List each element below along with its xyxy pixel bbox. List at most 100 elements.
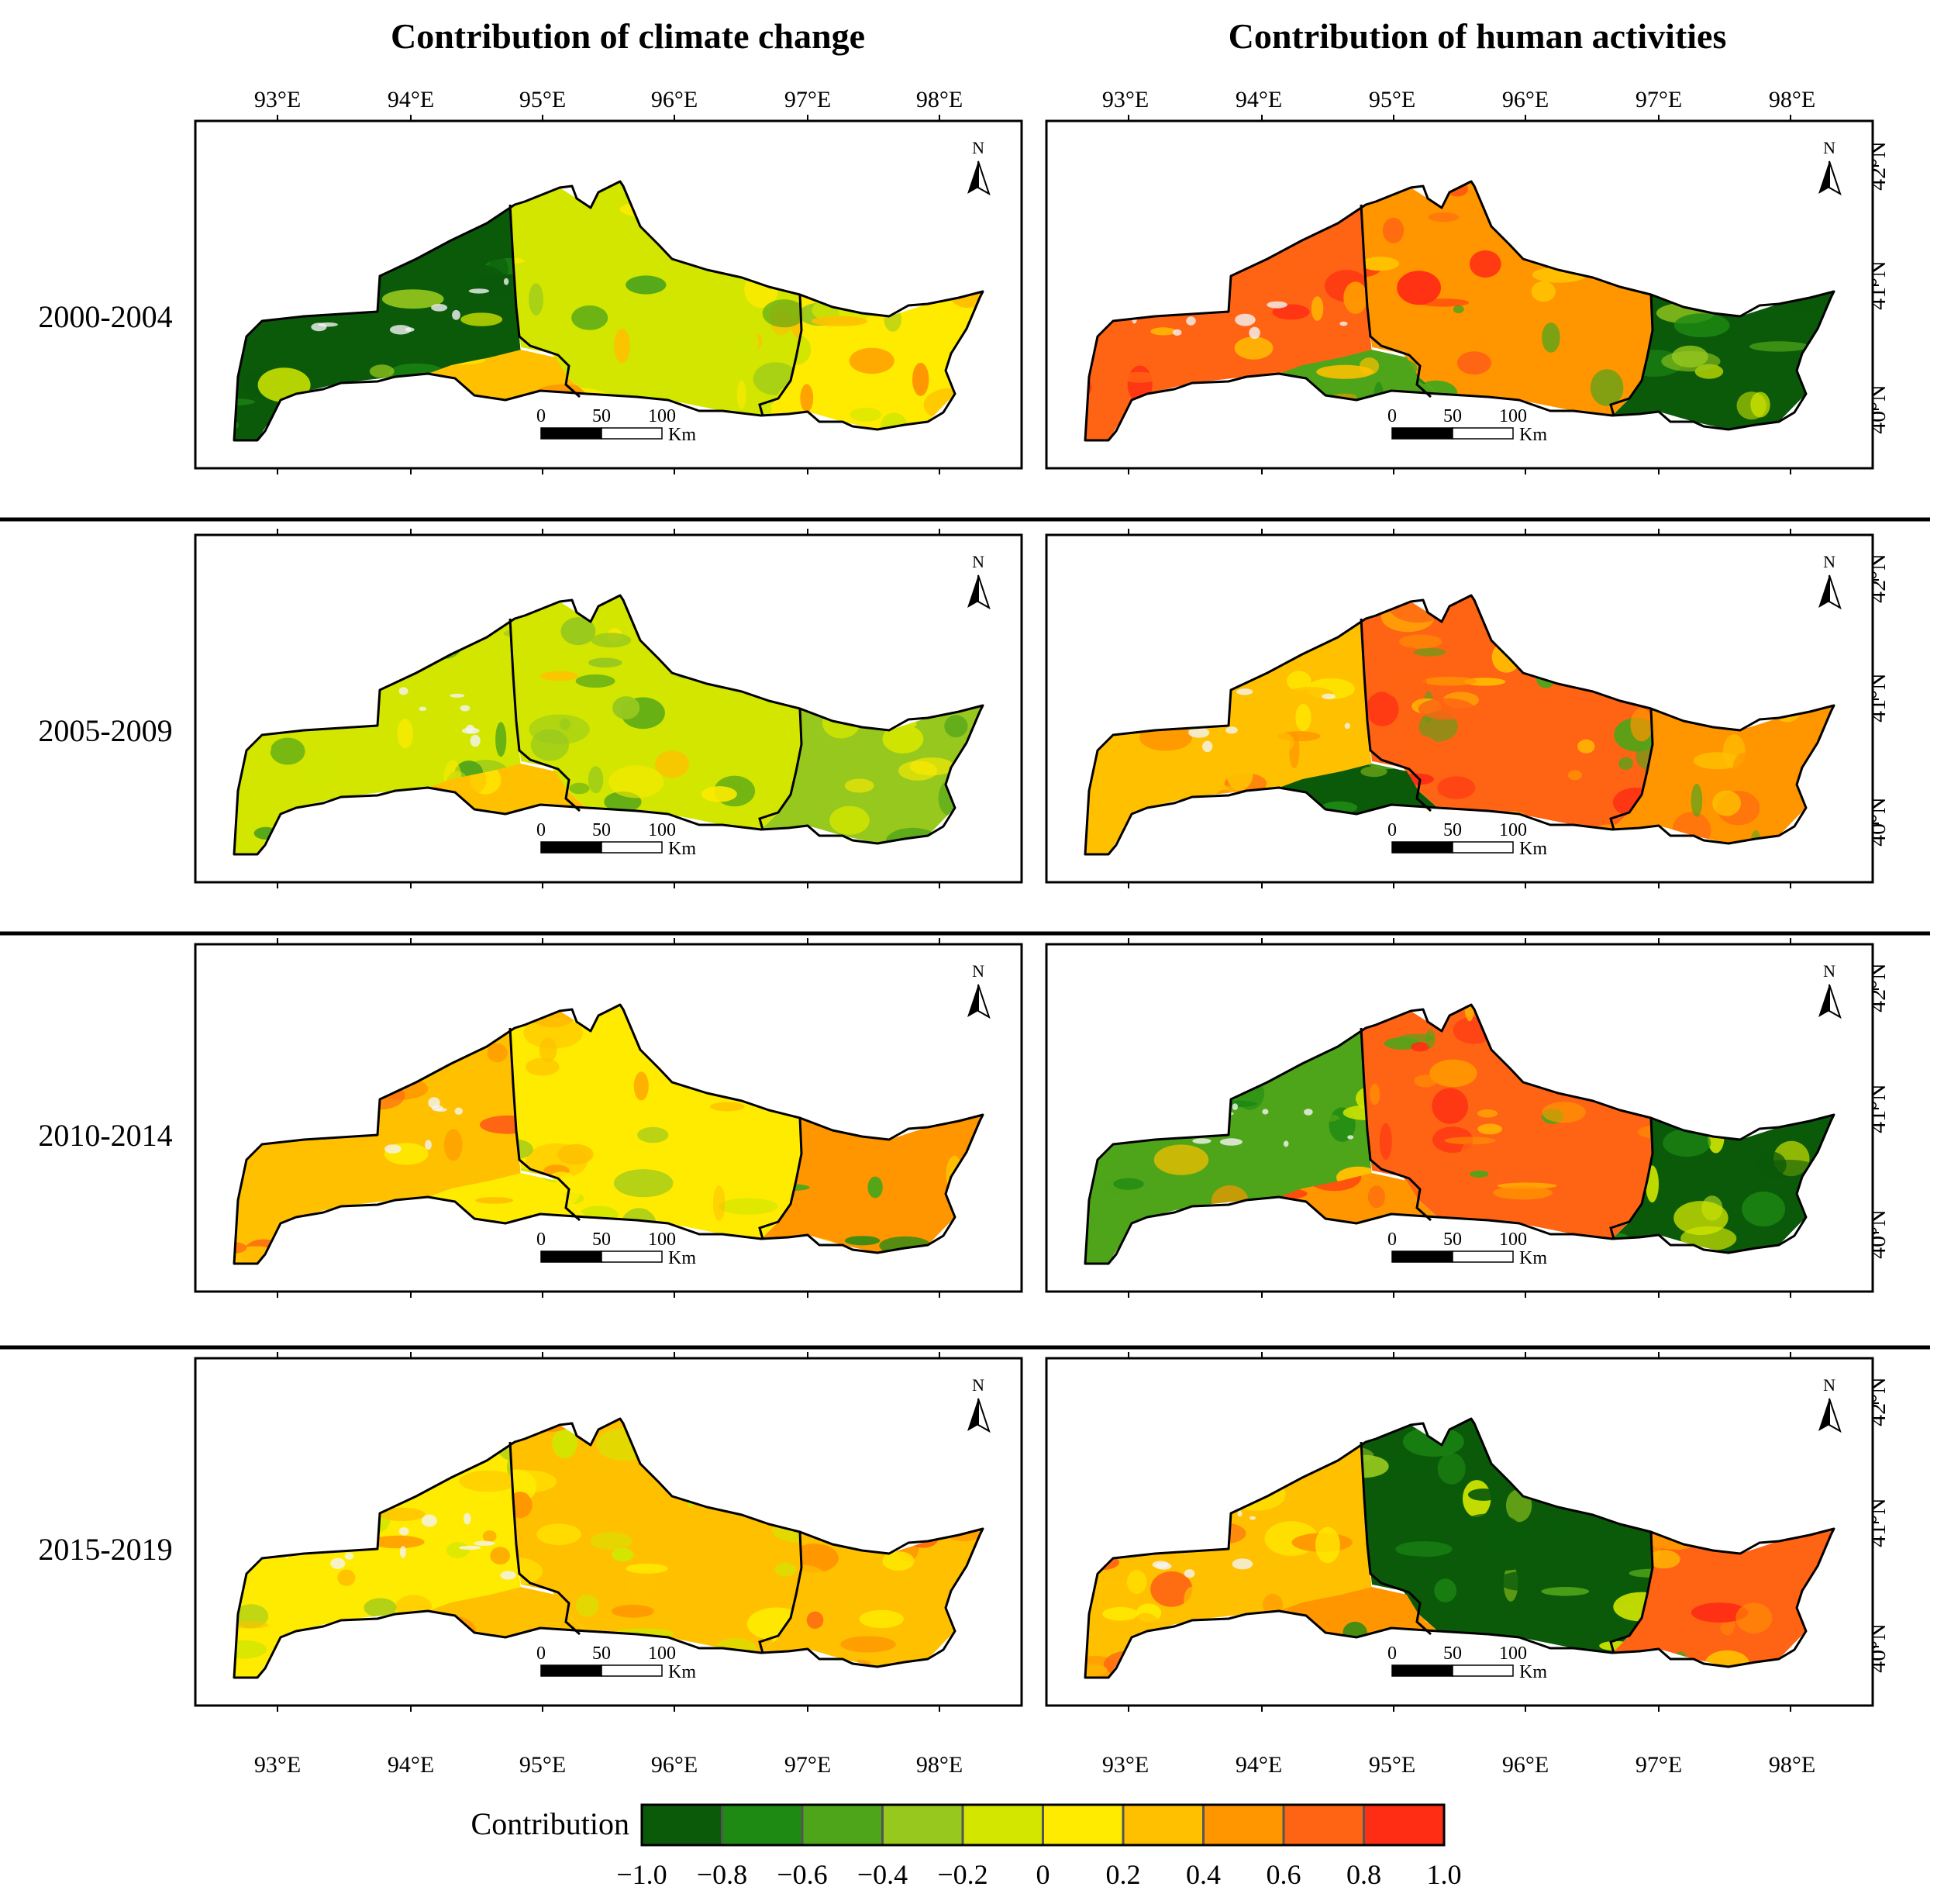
raster-patch — [1736, 391, 1766, 420]
raster-patch — [487, 1043, 508, 1063]
raster-patch — [526, 1057, 560, 1076]
north-arrow-left — [967, 1399, 978, 1431]
raster-patch — [1287, 671, 1312, 692]
no-data-patch — [460, 705, 470, 712]
raster-patch — [811, 316, 867, 326]
raster-patch — [1712, 790, 1741, 816]
raster-patch — [611, 1605, 654, 1618]
lon-label: 95°E — [1369, 87, 1415, 112]
raster-patch — [849, 347, 894, 374]
raster-patch — [591, 633, 632, 648]
legend-tick-label: 0 — [1036, 1859, 1050, 1890]
raster-patch — [378, 1507, 426, 1522]
raster-patch — [774, 1562, 797, 1577]
raster-patch — [1425, 1029, 1436, 1048]
raster-patch — [1437, 1453, 1466, 1485]
zone-base — [761, 705, 983, 843]
study-area-raster — [1085, 1005, 1834, 1264]
north-label: N — [1823, 138, 1835, 157]
raster-patch — [1647, 1550, 1680, 1569]
raster-patch — [370, 1535, 425, 1549]
raster-patch — [709, 1102, 745, 1112]
north-arrow-left — [1818, 985, 1829, 1017]
raster-patch — [1382, 217, 1405, 243]
legend-swatch — [1042, 1803, 1125, 1847]
legend-frame — [640, 1803, 1446, 1847]
no-data-patch — [1249, 1516, 1256, 1520]
scale-tick-label: 50 — [1443, 1644, 1462, 1664]
period-label-2: 2005-2009 — [38, 713, 172, 748]
raster-patch — [627, 1566, 656, 1601]
raster-patch — [1467, 1488, 1499, 1501]
north-arrow-icon: N — [1818, 552, 1842, 610]
no-data-patch — [1192, 1138, 1212, 1144]
county-boundary — [758, 1117, 803, 1240]
raster-patch — [492, 767, 528, 794]
no-data-patch — [468, 288, 490, 294]
no-data-patch — [425, 1140, 432, 1150]
county-boundary — [508, 1027, 581, 1222]
raster-patch — [718, 1198, 778, 1215]
scale-tick-label: 0 — [536, 1644, 546, 1664]
raster-patch — [596, 1547, 608, 1585]
raster-patch — [898, 761, 938, 781]
zone-B — [1361, 1005, 1653, 1239]
panel-ticks — [277, 529, 940, 888]
north-arrow-left — [967, 161, 978, 194]
scale-tick-label: 50 — [1443, 406, 1462, 426]
scale-tick-label: 0 — [536, 820, 546, 840]
lon-label: 95°E — [519, 87, 566, 112]
raster-patch — [1691, 1602, 1749, 1623]
raster-patch — [1590, 369, 1624, 406]
scale-tick-label: 50 — [592, 1644, 611, 1664]
bottom-longitude-axis-human: 93°E 94°E 95°E 96°E 97°E 98°E — [1102, 1752, 1815, 1778]
column-title-climate: Contribution of climate change — [391, 16, 865, 56]
raster-patch — [1298, 1564, 1350, 1585]
lon-label: 96°E — [1502, 87, 1549, 112]
lon-label: 98°E — [916, 87, 963, 112]
raster-patch — [1434, 1578, 1457, 1602]
scale-tick-label: 100 — [1499, 1230, 1527, 1250]
legend-swatch — [1363, 1803, 1446, 1847]
raster-patch — [1343, 1621, 1367, 1637]
scale-segment-white — [601, 1250, 663, 1263]
legend-swatch — [640, 1803, 723, 1847]
raster-patch — [1530, 1525, 1593, 1537]
lon-label: 97°E — [784, 87, 831, 112]
raster-patch — [840, 1636, 896, 1653]
no-data-patch — [503, 278, 509, 285]
legend-swatch — [1282, 1803, 1365, 1847]
region-outline — [233, 1417, 984, 1679]
raster-patch — [655, 750, 689, 778]
scale-segment-white — [1452, 427, 1514, 440]
raster-patch — [1360, 766, 1387, 778]
north-arrow-right — [1829, 574, 1842, 610]
no-data-patch — [500, 1571, 516, 1580]
scale-unit: Km — [668, 839, 696, 859]
raster-patch — [1613, 1592, 1653, 1622]
raster-patch — [1531, 281, 1556, 302]
raster-patch — [1402, 1426, 1464, 1457]
lon-label: 96°E — [651, 87, 698, 112]
raster-patch — [1453, 305, 1464, 314]
scale-tick-label: 100 — [1499, 1644, 1527, 1664]
raster-patch — [1704, 1650, 1750, 1667]
raster-patch — [557, 1143, 594, 1165]
period-label-4: 2015-2019 — [38, 1532, 172, 1567]
raster-patch — [1637, 1125, 1653, 1140]
north-label: N — [1823, 1375, 1835, 1395]
raster-patch — [1184, 1586, 1200, 1615]
no-data-patch — [1344, 723, 1350, 730]
raster-patch — [882, 724, 924, 754]
raster-patch — [1460, 1142, 1477, 1166]
county-boundary — [758, 708, 803, 830]
raster-patch — [1756, 1151, 1787, 1178]
raster-patch — [691, 354, 710, 388]
raster-patch — [234, 1640, 267, 1659]
scale-tick-label: 100 — [648, 820, 676, 840]
raster-patch — [1413, 647, 1446, 657]
lon-label: 96°E — [651, 1752, 698, 1778]
raster-patch — [1531, 1148, 1587, 1159]
raster-patch — [904, 362, 914, 385]
